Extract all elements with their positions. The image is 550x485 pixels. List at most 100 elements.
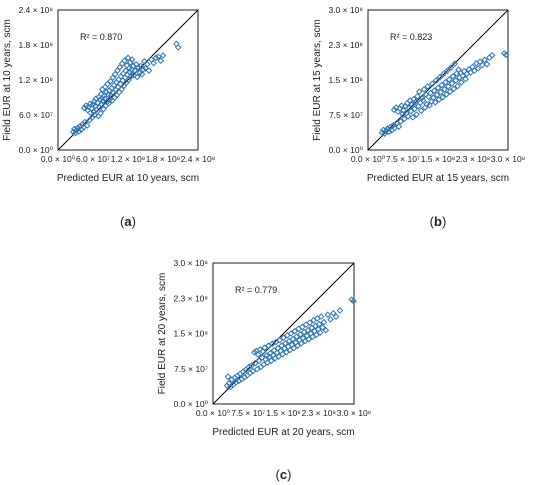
data-point (444, 83, 452, 90)
data-point (291, 327, 299, 335)
x-tick-label: 2.3 × 10⁸ (301, 408, 336, 418)
data-point (232, 379, 240, 386)
y-tick-label: 1.5 × 10⁸ (328, 75, 363, 85)
data-point (443, 91, 450, 98)
data-point (421, 104, 429, 111)
panel-label: (c) (276, 467, 292, 482)
data-point (253, 365, 261, 373)
data-point (446, 88, 454, 95)
y-tick-label: 2.4 × 10⁸ (18, 5, 53, 15)
data-point (128, 56, 136, 63)
data-point (298, 340, 305, 347)
data-point (438, 81, 446, 89)
x-tick-label: 0.0 × 10⁰ (351, 154, 386, 164)
data-point (447, 64, 455, 71)
data-point (392, 104, 400, 111)
y-tick-label: 3.0 × 10⁸ (173, 258, 208, 268)
data-point (330, 309, 337, 317)
data-point (290, 344, 298, 352)
x-tick-label: 7.5 × 10⁷ (231, 408, 265, 418)
data-point (99, 97, 107, 105)
y-tick-label: 2.3 × 10⁸ (328, 40, 363, 50)
panel-label: (a) (120, 214, 136, 229)
data-point (462, 75, 469, 83)
data-point (293, 333, 300, 341)
x-axis-title: Predicted EUR at 15 years, scm (367, 173, 509, 184)
data-point (488, 51, 496, 59)
data-point (97, 90, 105, 98)
data-point (435, 96, 443, 103)
data-point (481, 56, 488, 64)
plot-area (212, 262, 355, 405)
panel-letter: b (434, 214, 442, 229)
x-tick-label: 7.5 × 10⁷ (386, 154, 420, 164)
data-point (134, 73, 141, 81)
x-tick-label: 1.8 × 10⁸ (146, 154, 181, 164)
data-point (130, 72, 138, 79)
data-point (320, 318, 328, 326)
data-point (97, 109, 104, 117)
data-point (418, 94, 426, 102)
r-squared-annotation: R² = 0.779 (235, 285, 277, 295)
x-tick-label: 0.0 × 10⁰ (196, 408, 231, 418)
data-point (152, 54, 160, 62)
data-point (322, 326, 330, 334)
data-point (431, 99, 439, 106)
data-point (223, 382, 231, 389)
data-point (474, 65, 482, 72)
data-point (430, 94, 437, 102)
x-tick-label: 1.5 × 10⁸ (266, 408, 301, 418)
data-point (263, 352, 270, 359)
data-point (317, 313, 325, 320)
data-point (444, 67, 451, 74)
data-point (280, 334, 287, 342)
data-point (424, 83, 432, 90)
data-point (401, 115, 408, 123)
data-point (429, 80, 436, 88)
data-point (454, 82, 461, 90)
data-point (267, 357, 275, 365)
y-axis-title: Field EUR at 10 years, scm (2, 19, 13, 141)
data-point (101, 83, 109, 91)
data-point (448, 79, 456, 87)
y-tick-label: 1.8 × 10⁸ (18, 40, 53, 50)
data-point (471, 67, 478, 74)
data-point (138, 70, 146, 78)
panel-a: 0.0 × 10⁰ 6.0 × 10⁷ 1.2 × 10⁸ 1.8 × 10⁸ 2.4 … (2, 5, 216, 229)
data-point (287, 330, 295, 337)
data-point (445, 76, 453, 83)
data-point (436, 73, 444, 81)
data-point (105, 100, 113, 107)
x-tick-label: 3.0 × 10⁸ (491, 154, 526, 164)
data-point (434, 84, 442, 92)
data-point (409, 114, 417, 121)
panel-label: (b) (430, 214, 447, 229)
data-point (276, 336, 284, 344)
data-point (255, 357, 263, 365)
data-point (83, 122, 91, 129)
data-point (502, 51, 510, 59)
plot-area (57, 9, 199, 151)
y-tick-label: 1.5 × 10⁸ (173, 329, 208, 339)
data-point (150, 59, 157, 67)
data-point (419, 97, 427, 104)
r-squared-annotation: R² = 0.870 (80, 32, 122, 42)
data-point (135, 64, 142, 72)
data-point (430, 87, 438, 95)
data-point (298, 323, 306, 331)
x-tick-label: 6.0 × 10⁷ (76, 154, 110, 164)
data-point (336, 307, 344, 314)
data-point (398, 102, 405, 109)
data-point (224, 373, 232, 381)
data-point (254, 351, 262, 358)
data-point (327, 316, 334, 323)
data-point (121, 57, 128, 65)
panel-letter: c (280, 467, 287, 482)
x-axis-title: Predicted EUR at 10 years, scm (57, 173, 199, 184)
data-point (305, 335, 313, 343)
y-tick-label: 2.3 × 10⁸ (173, 293, 208, 303)
y-axis-title: Field EUR at 15 years, scm (312, 19, 323, 141)
data-point (91, 111, 99, 119)
data-point (145, 67, 153, 74)
